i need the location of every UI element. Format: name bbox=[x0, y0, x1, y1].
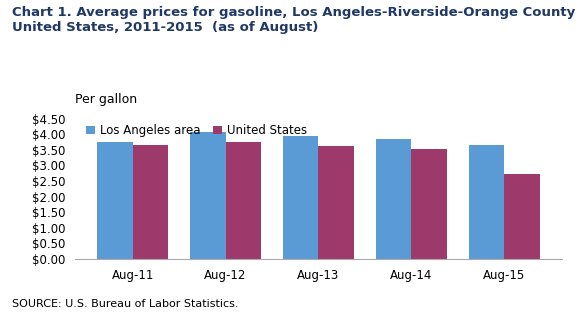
Bar bbox=[190, 132, 226, 259]
Bar bbox=[283, 136, 318, 259]
Bar bbox=[376, 139, 411, 259]
Legend: Los Angeles area, United States: Los Angeles area, United States bbox=[86, 124, 307, 138]
Bar bbox=[504, 174, 540, 259]
Bar bbox=[411, 149, 446, 259]
Text: Per gallon: Per gallon bbox=[75, 93, 137, 106]
Bar bbox=[133, 145, 168, 259]
Bar bbox=[97, 142, 133, 259]
Bar bbox=[318, 146, 354, 259]
Text: SOURCE: U.S. Bureau of Labor Statistics.: SOURCE: U.S. Bureau of Labor Statistics. bbox=[12, 299, 238, 309]
Bar bbox=[226, 142, 261, 259]
Bar bbox=[469, 145, 504, 259]
Text: Chart 1. Average prices for gasoline, Los Angeles-Riverside-Orange County  and t: Chart 1. Average prices for gasoline, Lo… bbox=[12, 6, 579, 34]
